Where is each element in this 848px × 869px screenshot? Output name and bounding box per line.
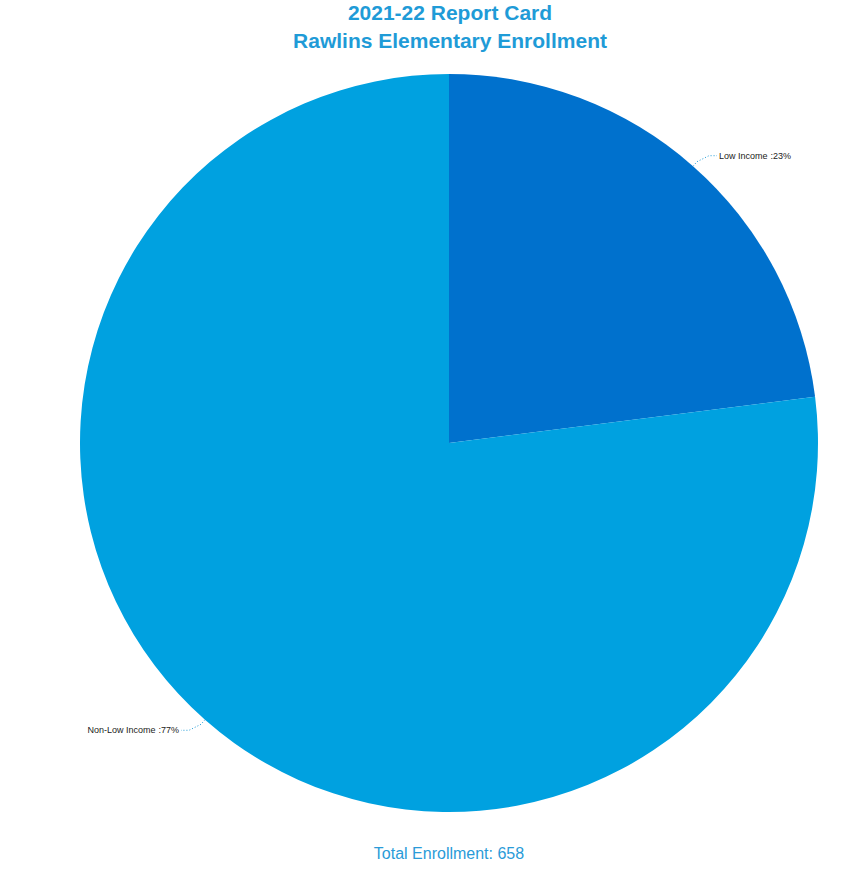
label-value: :77% bbox=[158, 725, 179, 735]
data-label: Non-Low Income:77% bbox=[87, 725, 179, 735]
label-value: :23% bbox=[771, 151, 792, 161]
data-labels: Low Income:23% Non-Low Income:77% bbox=[87, 151, 791, 736]
title: 2021-22 Report Card bbox=[348, 1, 552, 24]
label-connector bbox=[181, 720, 205, 731]
label-category: Non-Low Income bbox=[87, 725, 155, 735]
slice bbox=[80, 74, 818, 812]
annotation: Total Enrollment: 658 bbox=[374, 845, 524, 862]
label-category: Low Income bbox=[719, 151, 768, 161]
chart: 2021-22 Report Card Rawlins Elementary En… bbox=[0, 0, 848, 869]
slice bbox=[449, 74, 815, 443]
label-connector bbox=[693, 156, 717, 167]
subtitle: Rawlins Elementary Enrollment bbox=[293, 29, 607, 52]
pie bbox=[80, 74, 818, 812]
data-label: Low Income:23% bbox=[719, 151, 791, 161]
